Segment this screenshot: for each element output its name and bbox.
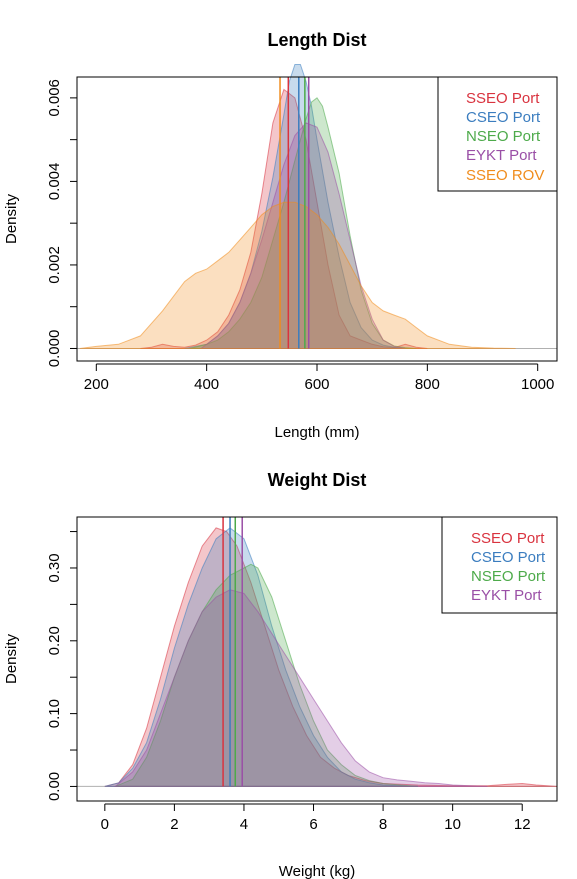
legend-entry-eykt-port: EYKT Port bbox=[466, 147, 537, 164]
x-tick-label: 1000 bbox=[521, 376, 554, 393]
density-area-sseo-port bbox=[140, 88, 428, 349]
x-axis: 200 400 600 800 1000 bbox=[84, 363, 554, 393]
legend: SSEO Port CSEO Port NSEO Port EYKT Port bbox=[441, 516, 558, 614]
x-tick-label: 6 bbox=[309, 816, 317, 833]
x-tick-label: 2 bbox=[170, 816, 178, 833]
y-tick-label: 0.10 bbox=[46, 699, 63, 728]
density-area-sseo-port bbox=[104, 527, 558, 787]
y-tick-label: 0.30 bbox=[46, 553, 63, 582]
x-tick-label: 200 bbox=[84, 376, 109, 393]
legend-box bbox=[437, 76, 558, 192]
x-tick-label: 600 bbox=[304, 376, 329, 393]
x-axis-label: Weight (kg) bbox=[279, 863, 355, 879]
y-tick-label: 0.000 bbox=[46, 330, 63, 368]
density-areas bbox=[77, 64, 557, 349]
x-axis: 0 2 4 6 8 10 12 bbox=[101, 803, 531, 833]
y-axis: 0.00 0.10 0.20 0.30 bbox=[46, 531, 78, 801]
density-area-eykt-port bbox=[199, 122, 406, 349]
density-areas bbox=[77, 517, 558, 787]
legend-box bbox=[441, 516, 558, 614]
y-axis-label: Density bbox=[3, 633, 20, 684]
density-area-cseo-port bbox=[104, 527, 418, 787]
x-tick-label: 12 bbox=[514, 816, 531, 833]
legend-entry-sseo-rov: SSEO ROV bbox=[466, 167, 544, 184]
chart-title: Length Dist bbox=[268, 30, 367, 50]
y-tick-label: 0.006 bbox=[46, 79, 63, 117]
y-tick-label: 0.00 bbox=[46, 772, 63, 801]
legend-entry-cseo-port: CSEO Port bbox=[471, 549, 546, 566]
x-tick-label: 8 bbox=[379, 816, 387, 833]
y-axis-label: Density bbox=[3, 193, 20, 244]
x-tick-label: 10 bbox=[444, 816, 461, 833]
legend-entry-eykt-port: EYKT Port bbox=[471, 587, 542, 604]
y-tick-label: 0.002 bbox=[46, 246, 63, 284]
x-axis-label: Length (mm) bbox=[274, 424, 359, 441]
legend: SSEO Port CSEO Port NSEO Port EYKT Port … bbox=[437, 76, 558, 192]
x-tick-label: 800 bbox=[415, 376, 440, 393]
x-tick-label: 4 bbox=[240, 816, 248, 833]
legend-entry-cseo-port: CSEO Port bbox=[466, 109, 541, 126]
legend-entry-nseo-port: NSEO Port bbox=[466, 128, 541, 145]
density-area-eykt-port bbox=[113, 589, 488, 787]
y-tick-label: 0.004 bbox=[46, 163, 63, 201]
x-tick-label: 0 bbox=[101, 816, 109, 833]
legend-entry-sseo-port: SSEO Port bbox=[471, 530, 545, 547]
legend-entry-sseo-port: SSEO Port bbox=[466, 90, 540, 107]
x-tick-label: 400 bbox=[194, 376, 219, 393]
density-area-sseo-rov bbox=[79, 201, 516, 349]
y-tick-label: 0.20 bbox=[46, 626, 63, 655]
chart-title: Weight Dist bbox=[268, 470, 367, 490]
length-dist-panel: Length Dist 200 400 600 800 1000 0.0000.0020… bbox=[3, 30, 558, 441]
y-axis: 0.000 0.002 0.004 0.006 bbox=[46, 79, 78, 368]
weight-dist-panel: Weight Dist 0 2 4 6 8 10 12 0.00 0.10 0.20 0.30 W… bbox=[3, 470, 558, 879]
legend-entry-nseo-port: NSEO Port bbox=[471, 568, 546, 585]
